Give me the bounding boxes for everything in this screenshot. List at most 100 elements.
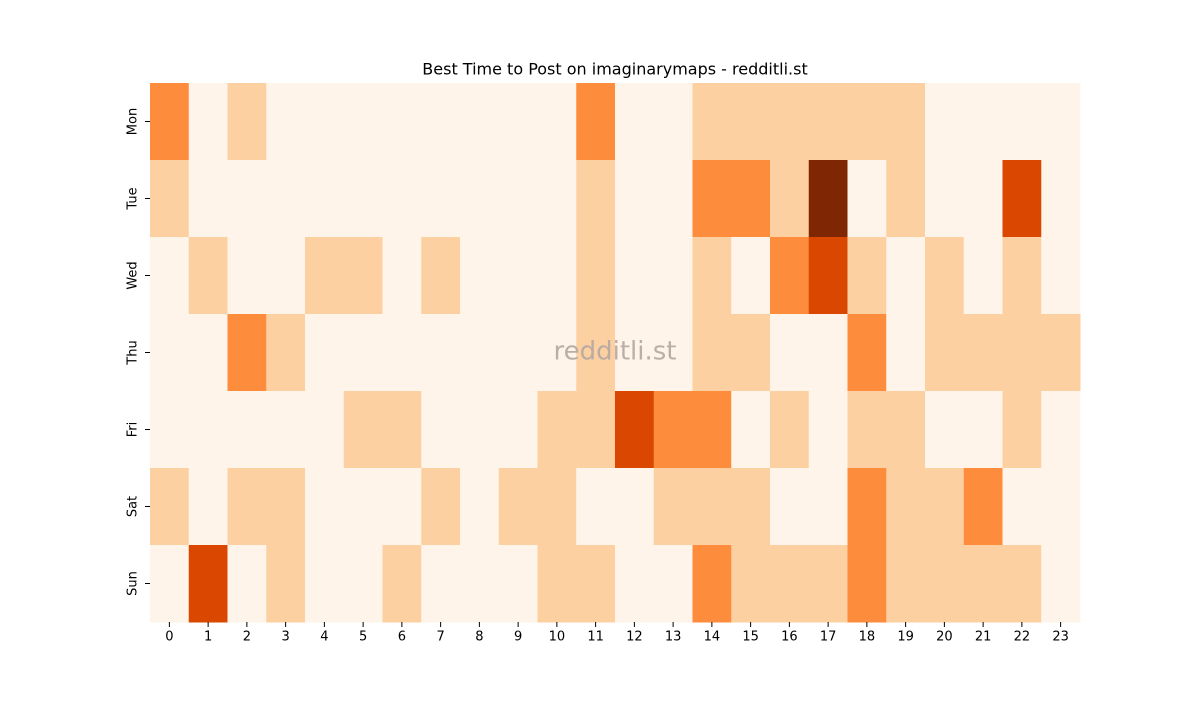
- heat-cell: [305, 468, 345, 546]
- heat-cell: [537, 314, 577, 392]
- x-tick-label: 1: [204, 630, 212, 645]
- heat-cell: [382, 237, 422, 315]
- heat-cell: [305, 545, 345, 623]
- heat-cell: [653, 314, 693, 392]
- x-tick-label: 23: [1052, 630, 1069, 645]
- heat-cell: [1041, 314, 1081, 392]
- x-tick-label: 9: [514, 630, 522, 645]
- heat-cell: [266, 314, 306, 392]
- heat-cell: [808, 468, 848, 546]
- heat-cell: [537, 545, 577, 623]
- heat-cell: [692, 237, 732, 315]
- heat-cell: [227, 237, 267, 315]
- heat-cell: [1002, 391, 1042, 469]
- heat-cell: [731, 391, 771, 469]
- x-tick-label: 19: [897, 630, 914, 645]
- heat-cell: [963, 237, 1003, 315]
- heat-cell: [963, 391, 1003, 469]
- heat-cell: [1002, 545, 1042, 623]
- heat-cell: [343, 160, 383, 238]
- heat-cell: [382, 160, 422, 238]
- heat-cell: [692, 160, 732, 238]
- x-tick-label: 13: [665, 630, 682, 645]
- heat-cell: [576, 314, 616, 392]
- heat-cell: [537, 468, 577, 546]
- heat-cell: [847, 391, 887, 469]
- heat-cell: [305, 314, 345, 392]
- heat-cell: [150, 160, 190, 238]
- x-tick-label: 2: [243, 630, 251, 645]
- heat-cell: [653, 237, 693, 315]
- heat-cell: [1041, 83, 1081, 161]
- heat-cell: [963, 545, 1003, 623]
- heat-cell: [692, 83, 732, 161]
- heat-cell: [615, 237, 655, 315]
- heat-cell: [266, 237, 306, 315]
- heat-cell: [1002, 83, 1042, 161]
- heat-cell: [1041, 545, 1081, 623]
- heat-cell: [1002, 314, 1042, 392]
- heat-cell: [305, 391, 345, 469]
- heat-cell: [537, 83, 577, 161]
- heat-cell: [498, 160, 538, 238]
- x-tick-label: 7: [436, 630, 444, 645]
- heat-cell: [498, 391, 538, 469]
- heat-cell: [150, 391, 190, 469]
- heat-cell: [731, 314, 771, 392]
- heat-cell: [653, 391, 693, 469]
- heat-cell: [188, 237, 228, 315]
- x-tick-label: 22: [1014, 630, 1031, 645]
- x-tick-label: 8: [475, 630, 483, 645]
- heat-cell: [188, 83, 228, 161]
- heat-cell: [886, 391, 926, 469]
- heat-cell: [460, 545, 500, 623]
- y-tick-label: Mon: [126, 108, 141, 135]
- heat-cell: [498, 545, 538, 623]
- heat-cell: [188, 545, 228, 623]
- heat-cell: [498, 83, 538, 161]
- heat-cell: [1002, 160, 1042, 238]
- heat-cell: [460, 314, 500, 392]
- heat-cell: [808, 545, 848, 623]
- x-tick-label: 14: [704, 630, 721, 645]
- heat-cell: [1041, 160, 1081, 238]
- x-tick-label: 3: [281, 630, 289, 645]
- x-tick-label: 10: [549, 630, 566, 645]
- heat-cell: [421, 160, 461, 238]
- heat-cell: [963, 160, 1003, 238]
- heat-cell: [537, 160, 577, 238]
- heat-cell: [770, 160, 810, 238]
- heat-cell: [576, 237, 616, 315]
- heat-cell: [382, 545, 422, 623]
- heat-cell: [421, 545, 461, 623]
- heat-cell: [150, 83, 190, 161]
- x-tick-label: 4: [320, 630, 328, 645]
- heat-cell: [421, 468, 461, 546]
- heat-cell: [498, 237, 538, 315]
- heat-cell: [150, 314, 190, 392]
- heat-cell: [886, 160, 926, 238]
- heat-cell: [886, 468, 926, 546]
- heat-cell: [770, 237, 810, 315]
- heat-cell: [808, 83, 848, 161]
- heat-cell: [227, 83, 267, 161]
- heat-cell: [963, 468, 1003, 546]
- heat-cell: [925, 545, 965, 623]
- heat-cell: [847, 237, 887, 315]
- x-tick-label: 20: [936, 630, 953, 645]
- heat-cell: [731, 468, 771, 546]
- heat-cell: [1041, 468, 1081, 546]
- heat-cell: [653, 468, 693, 546]
- heat-cell: [653, 545, 693, 623]
- heat-cell: [808, 237, 848, 315]
- heat-cell: [421, 237, 461, 315]
- heat-cell: [963, 314, 1003, 392]
- x-tick-label: 0: [165, 630, 173, 645]
- heat-cell: [770, 468, 810, 546]
- heat-cell: [925, 314, 965, 392]
- heat-cell: [227, 160, 267, 238]
- heat-cell: [227, 545, 267, 623]
- heat-cell: [886, 237, 926, 315]
- heat-cell: [731, 160, 771, 238]
- heat-cell: [460, 237, 500, 315]
